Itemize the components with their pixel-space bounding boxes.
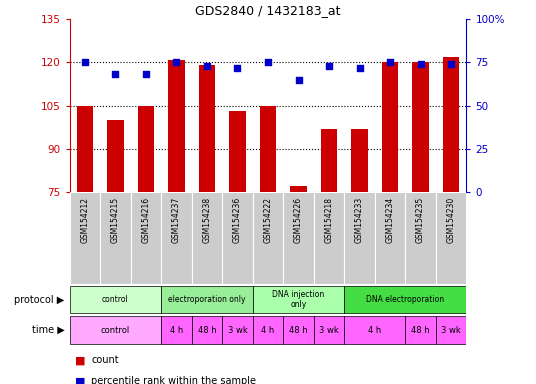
Text: count: count xyxy=(91,355,119,365)
Bar xyxy=(138,106,154,192)
Bar xyxy=(222,316,253,344)
Bar xyxy=(405,316,436,344)
Text: GSM154216: GSM154216 xyxy=(142,197,151,243)
Text: GSM154234: GSM154234 xyxy=(385,197,394,243)
Bar xyxy=(314,192,344,284)
Bar xyxy=(253,192,283,284)
Text: 3 wk: 3 wk xyxy=(319,326,339,335)
Text: 3 wk: 3 wk xyxy=(228,326,248,335)
Point xyxy=(233,65,242,71)
Bar xyxy=(344,316,405,344)
Point xyxy=(294,77,303,83)
Bar xyxy=(344,192,375,284)
Text: electroporation only: electroporation only xyxy=(168,295,245,304)
Bar xyxy=(405,192,436,284)
Text: GSM154212: GSM154212 xyxy=(80,197,90,243)
Bar xyxy=(321,129,338,192)
Text: GSM154236: GSM154236 xyxy=(233,197,242,243)
Bar xyxy=(229,111,246,192)
Bar xyxy=(253,286,344,313)
Point xyxy=(416,61,425,67)
Text: 3 wk: 3 wk xyxy=(441,326,461,335)
Point xyxy=(203,63,211,69)
Bar xyxy=(283,316,314,344)
Text: GSM154218: GSM154218 xyxy=(324,197,333,243)
Bar xyxy=(222,192,253,284)
Point xyxy=(355,65,364,71)
Text: time ▶: time ▶ xyxy=(32,325,64,335)
Text: GSM154233: GSM154233 xyxy=(355,197,364,243)
Bar xyxy=(283,192,314,284)
Text: ■: ■ xyxy=(75,355,86,365)
Point xyxy=(111,71,120,78)
Text: GSM154235: GSM154235 xyxy=(416,197,425,243)
Point xyxy=(142,71,150,78)
Point xyxy=(325,63,333,69)
Text: GSM154237: GSM154237 xyxy=(172,197,181,243)
Bar xyxy=(161,286,253,313)
Point xyxy=(172,60,181,66)
Bar xyxy=(161,316,192,344)
Bar xyxy=(192,316,222,344)
Bar xyxy=(375,192,405,284)
Text: GSM154215: GSM154215 xyxy=(111,197,120,243)
Bar xyxy=(436,316,466,344)
Bar xyxy=(100,192,131,284)
Text: protocol ▶: protocol ▶ xyxy=(14,295,64,305)
Bar xyxy=(253,316,283,344)
Bar xyxy=(192,192,222,284)
Text: ■: ■ xyxy=(75,376,86,384)
Text: percentile rank within the sample: percentile rank within the sample xyxy=(91,376,256,384)
Point xyxy=(264,60,272,66)
Text: GSM154222: GSM154222 xyxy=(264,197,272,243)
Text: DNA electroporation: DNA electroporation xyxy=(366,295,444,304)
Text: GSM154226: GSM154226 xyxy=(294,197,303,243)
Bar xyxy=(314,316,344,344)
Bar xyxy=(161,192,192,284)
Bar xyxy=(168,60,185,192)
Text: control: control xyxy=(101,326,130,335)
Bar xyxy=(131,192,161,284)
Text: GSM154230: GSM154230 xyxy=(446,197,456,243)
Bar xyxy=(199,65,215,192)
Text: 48 h: 48 h xyxy=(289,326,308,335)
Bar xyxy=(70,316,161,344)
Bar xyxy=(351,129,368,192)
Bar xyxy=(344,286,466,313)
Bar xyxy=(107,120,124,192)
Text: DNA injection
only: DNA injection only xyxy=(272,290,325,309)
Bar xyxy=(436,192,466,284)
Bar xyxy=(70,192,100,284)
Text: 4 h: 4 h xyxy=(368,326,382,335)
Text: 48 h: 48 h xyxy=(198,326,217,335)
Bar xyxy=(290,186,307,192)
Point xyxy=(386,60,394,66)
Point xyxy=(447,61,456,67)
Point xyxy=(80,60,89,66)
Bar xyxy=(259,106,277,192)
Bar xyxy=(70,286,161,313)
Title: GDS2840 / 1432183_at: GDS2840 / 1432183_at xyxy=(195,3,341,17)
Text: 48 h: 48 h xyxy=(411,326,430,335)
Bar xyxy=(382,63,398,192)
Bar xyxy=(412,63,429,192)
Bar xyxy=(443,57,459,192)
Text: 4 h: 4 h xyxy=(170,326,183,335)
Text: control: control xyxy=(102,295,129,304)
Text: 4 h: 4 h xyxy=(262,326,274,335)
Text: GSM154238: GSM154238 xyxy=(203,197,212,243)
Bar xyxy=(77,106,93,192)
